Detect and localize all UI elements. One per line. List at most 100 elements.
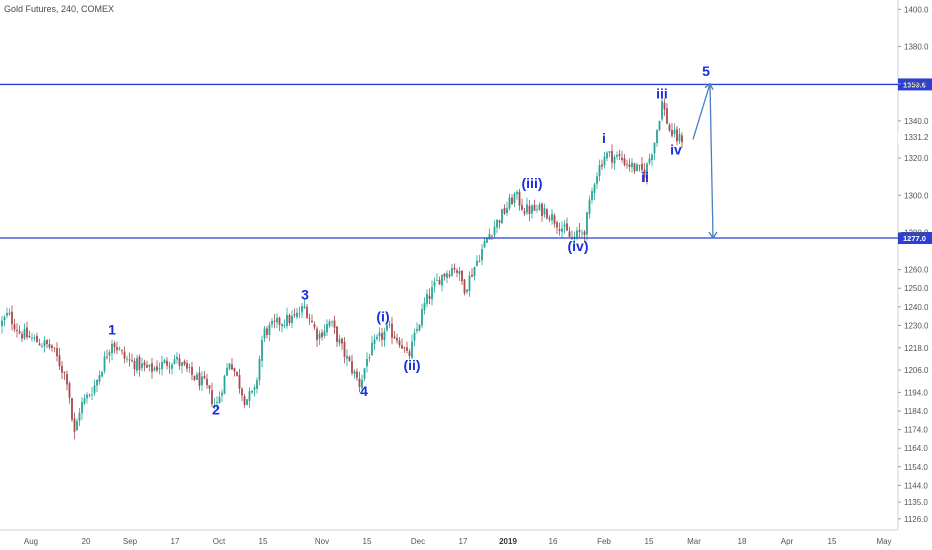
candle-body: [236, 371, 238, 376]
y-tick-label: 1144.0: [904, 481, 928, 490]
grid-lines: [0, 0, 899, 531]
candle-body: [333, 320, 336, 328]
candle-body: [426, 293, 428, 304]
candle-body: [163, 360, 166, 364]
candle-body: [226, 368, 228, 376]
candle-body: [356, 371, 358, 378]
candle-body: [293, 314, 296, 316]
candle-body: [168, 366, 171, 368]
candle-body: [376, 336, 378, 339]
candle-body: [461, 270, 463, 282]
x-tick-label: Nov: [315, 537, 329, 546]
candle-body: [216, 402, 218, 404]
candle-body: [18, 331, 21, 334]
candle-body: [36, 335, 38, 343]
candle-body: [166, 360, 168, 366]
candle-body: [233, 367, 236, 372]
candle-body: [43, 340, 46, 347]
candle-body: [31, 337, 33, 339]
candle-body: [231, 364, 233, 370]
candle-body: [591, 191, 593, 201]
candle-body: [448, 274, 451, 277]
wave-label: 4: [360, 383, 368, 399]
chart-title: Gold Futures, 240, COMEX: [4, 4, 114, 14]
candle-body: [186, 362, 188, 369]
candle-body: [666, 108, 668, 124]
candles-layer: [1, 95, 683, 440]
wave-label: (i): [376, 309, 389, 325]
candle-body: [541, 203, 543, 217]
wave-label: iv: [670, 141, 682, 157]
candle-body: [458, 270, 461, 275]
candle-body: [41, 346, 43, 347]
y-tick-label: 1194.0: [904, 388, 928, 397]
candle-body: [203, 375, 206, 379]
candle-body: [28, 335, 31, 338]
level-price-tag: [898, 232, 932, 245]
candle-body: [241, 388, 243, 396]
candle-body: [341, 338, 343, 344]
candle-body: [91, 394, 93, 396]
candle-body: [291, 315, 293, 324]
candle-body: [523, 211, 526, 214]
horizontal-levels[interactable]: 1359.6 1277.0: [0, 78, 932, 245]
candle-body: [228, 363, 231, 369]
x-tick-label: 18: [738, 537, 747, 546]
candle-body: [351, 361, 353, 374]
candle-body: [371, 342, 373, 356]
candle-body: [138, 356, 141, 370]
candle-body: [516, 192, 518, 195]
candle-body: [276, 317, 278, 323]
candle-body: [676, 129, 678, 142]
candle-body: [156, 366, 158, 371]
candle-body: [71, 397, 73, 420]
candle-body: [398, 340, 401, 346]
projection-down-arrow[interactable]: [709, 83, 714, 239]
candle-body: [653, 142, 656, 154]
candle-body: [443, 273, 446, 277]
candle-body: [148, 364, 151, 367]
y-tick-label: 1240.0: [904, 303, 929, 312]
level-price-tag: [898, 78, 932, 91]
price-axis[interactable]: 1400.0 1380.0 1360.0 1340.0 1320.0 1300.0 1280…: [898, 5, 932, 524]
candle-body: [326, 324, 328, 333]
x-tick-label: Dec: [411, 537, 425, 546]
candle-body: [261, 339, 263, 361]
projection-up-arrow[interactable]: [692, 83, 711, 140]
candle-body: [286, 314, 288, 326]
candle-body: [546, 209, 548, 219]
candle-body: [436, 279, 438, 281]
candle-body: [618, 154, 621, 157]
y-tick-label: 1340.0: [904, 117, 929, 126]
projection-arrows[interactable]: [692, 82, 718, 240]
candle-body: [673, 130, 676, 135]
y-tick-label: 1164.0: [904, 444, 928, 453]
x-tick-label: 15: [645, 537, 654, 546]
candle-body: [11, 311, 13, 325]
candle-body: [173, 359, 176, 364]
candle-body: [658, 120, 661, 131]
candle-body: [513, 193, 516, 203]
candle-body: [663, 102, 666, 110]
candle-body: [308, 317, 311, 319]
candle-body: [381, 333, 383, 340]
wave-label: 1: [108, 322, 116, 338]
candle-body: [626, 163, 628, 165]
candle-body: [353, 371, 356, 375]
candle-body: [316, 328, 318, 340]
x-tick-label: 2019: [499, 537, 517, 546]
candle-body: [256, 380, 258, 389]
candle-body: [423, 302, 426, 311]
candle-body: [588, 199, 591, 214]
candle-body: [313, 324, 316, 328]
candle-body: [488, 233, 491, 240]
time-axis[interactable]: Aug 20 Sep 17 Oct 15 Nov 15 Dec 17 2019 16 Feb 15 Mar 1…: [24, 537, 892, 546]
candle-body: [406, 347, 408, 351]
last-price-label: 1331.2: [904, 133, 929, 142]
candle-body: [446, 273, 448, 278]
candle-body: [396, 338, 398, 341]
x-tick-label: Mar: [687, 537, 701, 546]
x-tick-label: Aug: [24, 537, 38, 546]
